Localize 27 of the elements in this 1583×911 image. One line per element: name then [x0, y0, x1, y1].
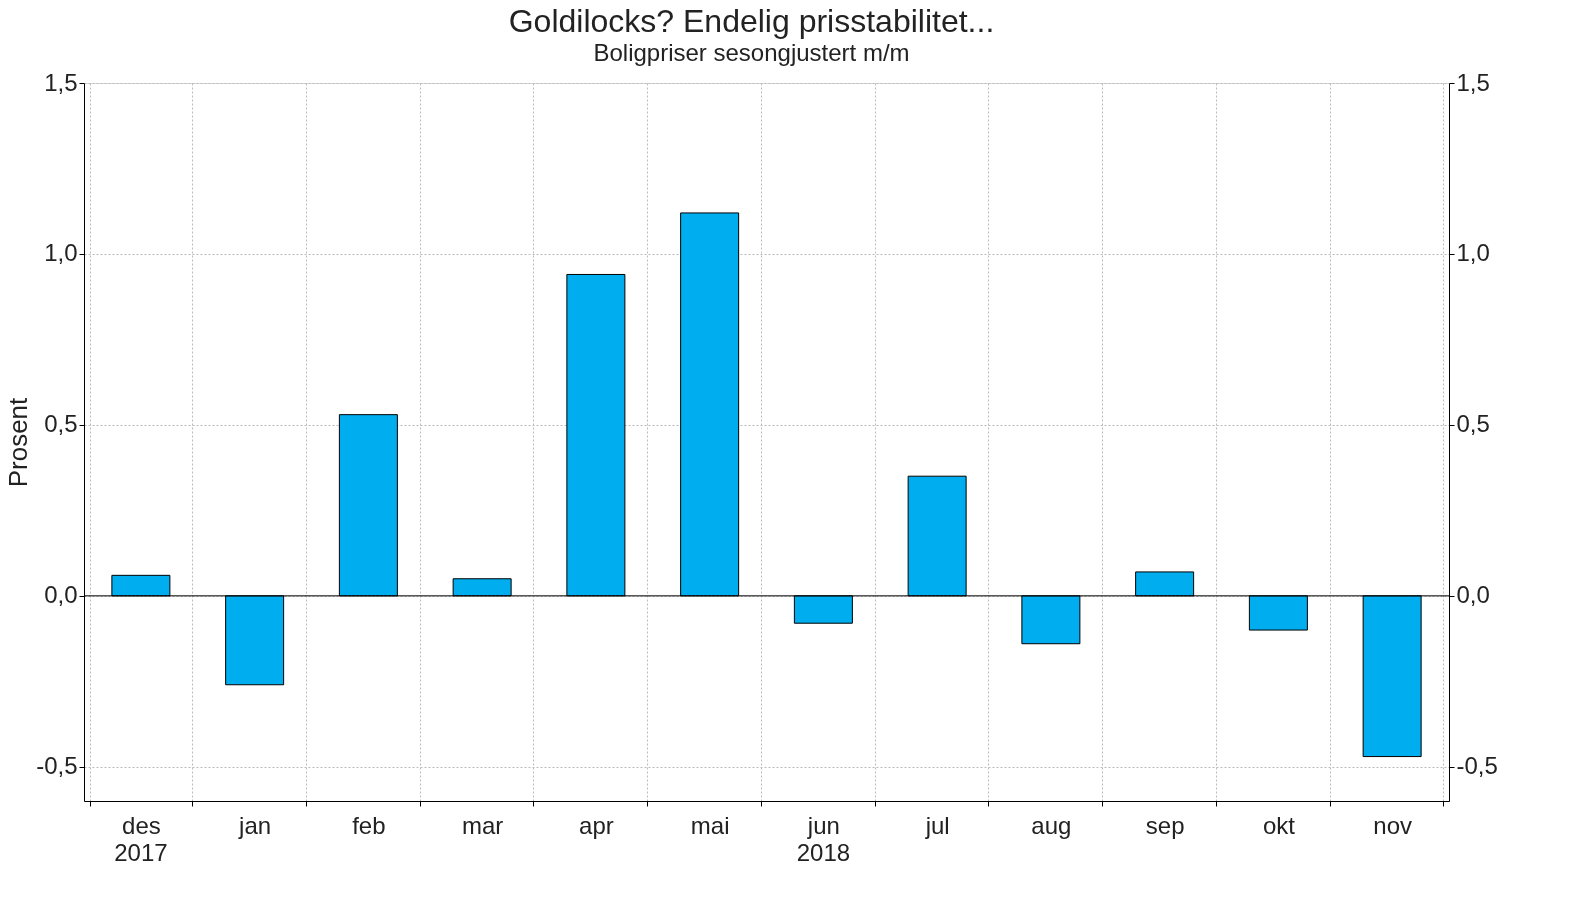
x-tick-label: sep	[1145, 811, 1185, 839]
text: 2017	[114, 839, 168, 866]
y-tick-label: 1,5	[44, 68, 78, 96]
chart-subtitle: Boligpriser sesongjustert m/m	[593, 38, 910, 66]
x-tick-label: feb	[352, 811, 386, 839]
y-axis-title: Prosent	[3, 396, 34, 488]
y-tick-label: 0,5	[44, 410, 78, 438]
y2-tick-label: 0,0	[1456, 581, 1490, 609]
x-tick-label: mai	[690, 811, 730, 839]
x-tick-label: apr	[579, 811, 614, 839]
y2-tick-label: 1,0	[1456, 239, 1490, 267]
x-tick-label: aug	[1031, 811, 1072, 839]
x-tick-label: jan	[238, 811, 272, 839]
y-tick-label: 0,0	[44, 581, 78, 609]
x-tick-label: des	[122, 811, 161, 839]
chart-title: Goldilocks? Endelig prisstabilitet...	[508, 2, 995, 39]
y-tick-label: 1,0	[44, 239, 78, 267]
y2-tick-label: 1,5	[1456, 68, 1490, 96]
y2-tick-label: -0,5	[1456, 752, 1498, 780]
x-tick-label: nov	[1373, 811, 1412, 839]
x-tick-label: jun	[806, 811, 840, 839]
y-tick-label: -0,5	[36, 752, 78, 780]
x-tick-label: okt	[1262, 811, 1296, 839]
x-tick-label: mar	[461, 811, 504, 839]
y2-tick-label: 0,5	[1456, 410, 1490, 438]
text: 2018	[796, 839, 851, 866]
x-tick-label: jul	[924, 811, 950, 839]
